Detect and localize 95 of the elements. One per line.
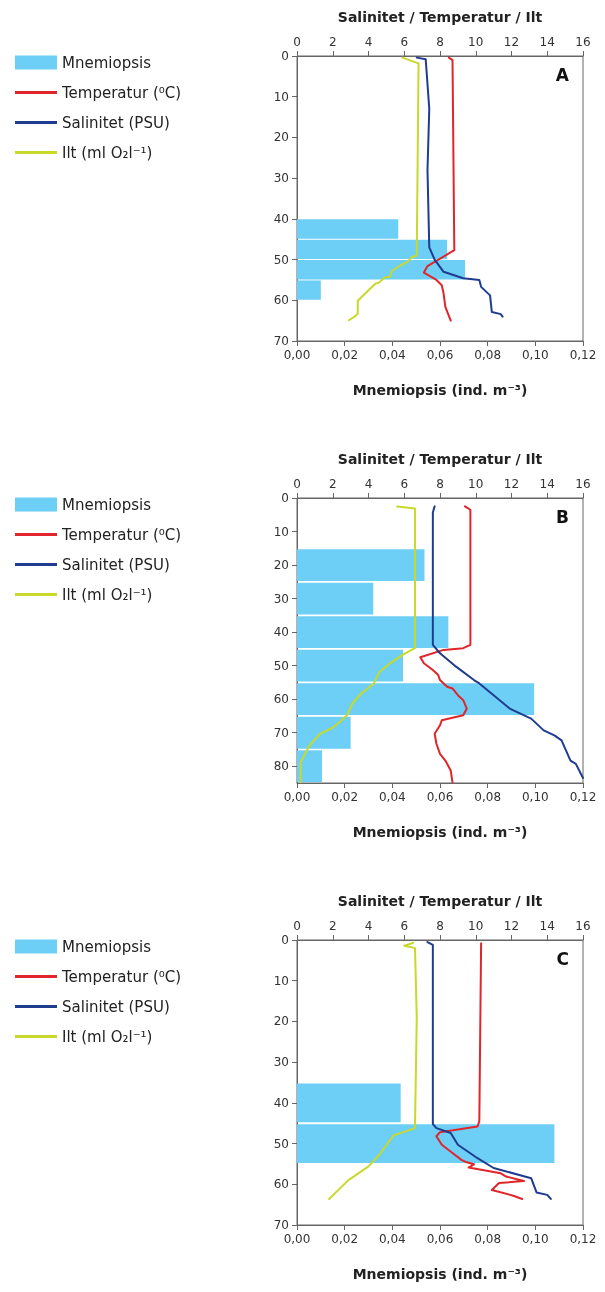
x-tick-label: 0,06 [426,1232,454,1246]
y-tick-label: 20 [273,558,289,573]
x2-tick-label: 8 [436,35,444,49]
x2-tick-label: 12 [503,477,520,491]
legend-label: Temperatur (⁰C) [61,83,182,102]
y-tick-label: 50 [273,658,289,673]
x-tick-label: 0,08 [474,348,502,362]
y-tick-label: 0 [281,491,289,505]
x2-tick-label: 4 [364,919,373,933]
x2-tick-label: 10 [468,477,484,491]
legend-label: Salinitet (PSU) [62,997,170,1016]
y-tick-label: 10 [273,89,289,104]
x2-tick-label: 0 [293,477,301,491]
x2-axis-title: Salinitet / Temperatur / Ilt [337,9,543,25]
legend-label: Mnemiopsis [62,495,152,514]
x-tick-label: 0,10 [521,790,549,804]
annotation: B [556,506,570,527]
y-tick-label: 0 [281,49,289,63]
x-tick-label: 0,08 [474,1232,502,1246]
x-tick-label: 0,00 [283,1232,311,1246]
legend-label: Ilt (ml O₂l⁻¹) [62,585,153,604]
x2-tick-label: 6 [400,477,409,491]
annotation: A [555,64,570,85]
x-tick-label: 0,08 [474,790,502,804]
x2-axis-title: Salinitet / Temperatur / Ilt [337,893,543,909]
x2-tick-label: 4 [364,477,373,491]
x2-tick-label: 14 [539,35,555,49]
x2-tick-label: 16 [575,35,591,49]
x2-tick-label: 2 [328,477,337,491]
y-tick-label: 60 [273,692,289,707]
x-tick-label: 0,12 [569,348,597,362]
y-tick-label: 30 [273,1055,289,1070]
x-tick-label: 0,10 [521,1232,549,1246]
x-tick-label: 0,02 [331,790,359,804]
x2-tick-label: 8 [436,477,444,491]
x2-tick-label: 14 [539,477,555,491]
annotation: C [556,948,570,969]
x-tick-label: 0,04 [378,348,406,362]
x-tick-label: 0,12 [569,1232,597,1246]
y-tick-label: 40 [273,211,289,226]
y-tick-label: 70 [273,334,289,348]
legend-label: Mnemiopsis [62,937,152,956]
x-tick-label: 0,06 [426,790,454,804]
legend-label: Salinitet (PSU) [62,113,170,132]
y-tick-label: 80 [273,759,289,774]
y-tick-label: 60 [273,293,289,308]
legend-label: Temperatur (⁰C) [61,967,182,986]
y-tick-label: 50 [273,1136,289,1151]
x2-tick-label: 12 [503,35,520,49]
y-tick-label: 20 [273,1014,289,1029]
x2-tick-label: 6 [400,35,409,49]
y-tick-label: 50 [273,252,289,267]
x2-tick-label: 6 [400,919,409,933]
x2-tick-label: 10 [468,35,484,49]
x2-axis-title: Salinitet / Temperatur / Ilt [337,451,543,467]
legend-label: Ilt (ml O₂l⁻¹) [62,1027,153,1046]
y-tick-label: 40 [273,1095,289,1110]
y-tick-label: 10 [273,524,289,539]
x-axis-title: Mnemiopsis (ind. m⁻³) [352,1266,528,1282]
y-tick-label: 20 [273,130,289,145]
x2-tick-label: 2 [328,35,337,49]
x-axis-title: Mnemiopsis (ind. m⁻³) [352,824,528,840]
legend-label: Ilt (ml O₂l⁻¹) [62,143,153,162]
y-tick-label: 0 [281,933,289,947]
y-tick-label: 30 [273,591,289,606]
y-tick-label: 70 [273,725,289,740]
x-tick-label: 0,00 [283,348,311,362]
x-axis-title: Mnemiopsis (ind. m⁻³) [352,382,528,398]
legend-label: Salinitet (PSU) [62,555,170,574]
x2-tick-label: 16 [575,919,591,933]
x2-tick-label: 14 [539,919,555,933]
y-tick-label: 70 [273,1218,289,1232]
x2-tick-label: 0 [293,919,301,933]
x2-tick-label: 4 [364,35,373,49]
x2-tick-label: 16 [575,477,591,491]
x-tick-label: 0,04 [378,790,406,804]
x2-tick-label: 10 [468,919,484,933]
x2-tick-label: 8 [436,919,444,933]
x-tick-label: 0,02 [331,1232,359,1246]
bar [297,549,425,581]
y-tick-label: 10 [273,973,289,988]
x-tick-label: 0,12 [569,790,597,804]
x-tick-label: 0,10 [521,348,549,362]
legend-label: Mnemiopsis [62,53,152,72]
y-tick-label: 40 [273,625,289,640]
y-tick-label: 60 [273,1177,289,1192]
x2-tick-label: 2 [328,919,337,933]
legend-label: Temperatur (⁰C) [61,525,182,544]
x-tick-label: 0,00 [283,790,311,804]
x2-tick-label: 0 [293,35,301,49]
x-tick-label: 0,04 [378,1232,406,1246]
x-tick-label: 0,02 [331,348,359,362]
y-tick-label: 30 [273,171,289,186]
x2-tick-label: 12 [503,919,520,933]
x-tick-label: 0,06 [426,348,454,362]
